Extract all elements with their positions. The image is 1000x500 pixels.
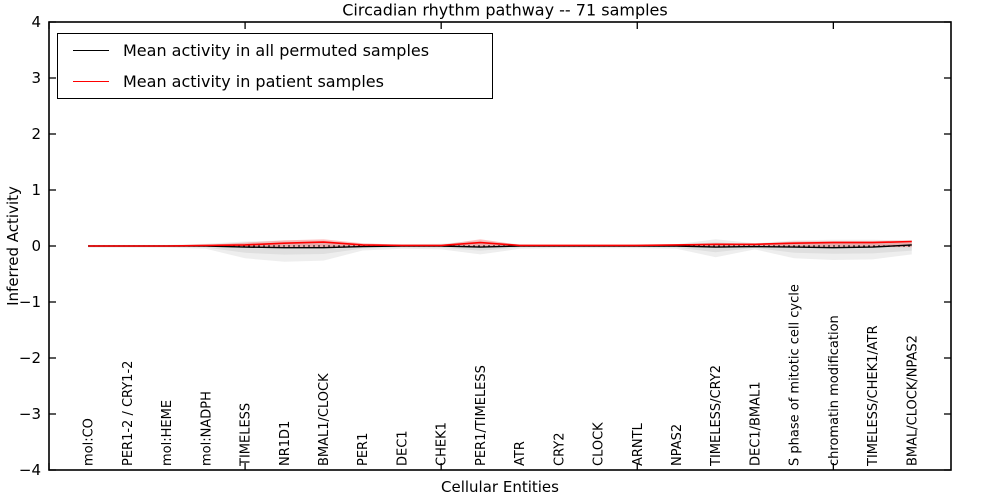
x-category-label: S phase of mitotic cell cycle	[788, 284, 803, 466]
x-category-label: CLOCK	[592, 422, 607, 466]
x-category-label: CHEK1	[435, 422, 450, 466]
x-category-label: NR1D1	[278, 421, 293, 466]
x-category-label: mol:HEME	[160, 400, 175, 466]
x-category-label: mol:CO	[82, 418, 97, 466]
legend-label-patient: Mean activity in patient samples	[123, 72, 384, 91]
x-category-label: mol:NADPH	[199, 391, 214, 466]
x-category-label: PER1	[356, 433, 371, 466]
y-tick-label: −1	[19, 293, 41, 311]
x-axis-label: Cellular Entities	[441, 478, 559, 496]
permuted-mean-line	[88, 244, 912, 249]
x-category-label: BMAL1/CLOCK	[317, 373, 332, 466]
x-category-label: TIMELESS/CHEK1/ATR	[866, 325, 881, 467]
patient-mean-line	[88, 240, 912, 247]
y-axis-label: Inferred Activity	[4, 186, 22, 306]
x-category-label: ATR	[513, 441, 528, 466]
legend-item-permuted: Mean activity in all permuted samples	[58, 35, 492, 66]
x-category-label: TIMELESS	[239, 403, 254, 467]
x-category-label: ARNTL	[631, 422, 646, 466]
y-tick-label: −3	[19, 405, 41, 423]
x-category-label: BMAL/CLOCK/NPAS2	[905, 335, 920, 466]
y-tick-label: 2	[31, 125, 41, 143]
y-tick-label: −2	[19, 349, 41, 367]
legend-line-patient-icon	[73, 81, 109, 82]
x-category-label: PER1/TIMELESS	[474, 365, 489, 466]
x-category-label: CRY2	[552, 433, 567, 467]
x-category-label: TIMELESS/CRY2	[709, 365, 724, 467]
x-category-label: DEC1	[396, 430, 411, 466]
x-category-label: NPAS2	[670, 424, 685, 466]
y-tick-label: 0	[31, 237, 41, 255]
legend: Mean activity in all permuted samples Me…	[57, 33, 493, 99]
legend-item-patient: Mean activity in patient samples	[58, 66, 492, 97]
legend-label-permuted: Mean activity in all permuted samples	[123, 41, 430, 60]
legend-line-permuted-icon	[73, 50, 109, 51]
y-tick-label: 1	[31, 181, 41, 199]
x-category-label: chromatin modification	[827, 315, 842, 466]
y-tick-label: 3	[31, 69, 41, 87]
y-tick-label: 4	[31, 13, 41, 31]
chart-title: Circadian rhythm pathway -- 71 samples	[342, 0, 668, 20]
y-tick-label: −4	[19, 461, 41, 479]
x-category-label: PER1-2 / CRY1-2	[121, 361, 136, 466]
x-category-label: DEC1/BMAL1	[748, 382, 763, 467]
